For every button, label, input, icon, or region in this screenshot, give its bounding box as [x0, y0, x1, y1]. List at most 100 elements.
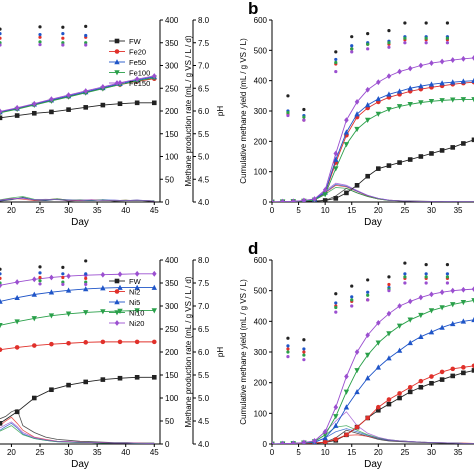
- panel-c: 20 25 30 35 40 45 Day 0 50 100 150 200 250 300 350 400 4…: [0, 256, 225, 470]
- y-tick-label: 500: [254, 46, 268, 55]
- ph-point-FW: [286, 94, 290, 98]
- x-tick-label: 45: [150, 206, 159, 215]
- x-tick-label: 30: [64, 206, 73, 215]
- ph-tick-label: 7.5: [198, 279, 210, 288]
- point-Fe150: [354, 99, 360, 105]
- point-Ni20: [365, 332, 370, 339]
- rate-tick-label: 0: [165, 198, 170, 207]
- rate-line-Ni2: [0, 416, 155, 444]
- point-Fe50: [333, 156, 339, 162]
- legend-marker: [114, 70, 120, 76]
- ph-point-Fe150: [302, 118, 306, 122]
- point-Fe100: [450, 97, 456, 103]
- panel-d: 0 5 10 15 20 25 30 35 Day 0 100 200 300 400 500 600 Cumu…: [239, 239, 474, 470]
- point-FW: [471, 368, 474, 373]
- rate-line-Ni5: [0, 422, 155, 444]
- ph-tick-label: 7.0: [198, 62, 210, 71]
- point-FW: [151, 375, 157, 380]
- point-Ni20: [100, 271, 106, 278]
- point-FW: [471, 137, 474, 143]
- ph-point-Fe150: [424, 41, 428, 45]
- ph-point-Ni5: [38, 271, 42, 275]
- ph-point-Ni10: [61, 280, 65, 284]
- point-Ni5: [31, 291, 37, 297]
- point-Ni20: [471, 286, 474, 293]
- panel-b: 0 5 10 15 20 25 30 35 Day 0 100 200 300 400 500 600 Cumu…: [239, 0, 474, 228]
- rate-tick-label: 200: [165, 348, 179, 357]
- point-FW: [83, 379, 89, 385]
- ph-point-FW: [445, 263, 450, 267]
- point-FW: [397, 395, 402, 401]
- point-Ni10: [407, 317, 413, 323]
- point-Ni2: [407, 384, 413, 390]
- point-FW: [100, 102, 106, 108]
- plot-area: [0, 24, 157, 202]
- point-Ni2: [322, 439, 328, 444]
- point-FW: [376, 407, 381, 413]
- point-Ni2: [354, 424, 360, 430]
- legend-marker: [114, 289, 120, 294]
- ph-point-Fe150: [286, 113, 290, 118]
- point-Ni10: [354, 368, 360, 374]
- point-Ni20: [49, 274, 54, 281]
- ph-point-Ni10: [84, 280, 88, 284]
- ph-point-Ni20: [0, 283, 2, 287]
- ph-point-Fe150: [0, 43, 2, 47]
- legend-marker: [114, 80, 120, 86]
- y-tick-label: 300: [254, 348, 268, 357]
- point-Fe150: [0, 108, 3, 115]
- x-tick-label: 35: [454, 206, 463, 215]
- point-Fe50: [450, 79, 456, 85]
- ph-point-Fe50: [0, 32, 2, 36]
- ph-point-Fe150: [350, 50, 354, 54]
- point-Fe150: [471, 55, 474, 61]
- ph-tick-label: 5.5: [198, 130, 210, 139]
- series-line-Ni2: [0, 341, 155, 351]
- ph-point-Fe100: [84, 41, 88, 45]
- ph-tick-label: 4.5: [198, 417, 210, 426]
- point-Ni10: [471, 298, 474, 304]
- point-Fe150: [450, 57, 456, 63]
- ph-tick-label: 7.0: [198, 302, 210, 311]
- ph-point-Ni2: [38, 275, 42, 280]
- ph-point-Ni10: [334, 305, 338, 310]
- point-FW: [100, 377, 106, 382]
- x-tick-label: 20: [374, 448, 383, 457]
- point-FW: [461, 141, 466, 146]
- point-Ni20: [429, 291, 434, 298]
- point-Ni5: [396, 347, 403, 353]
- point-FW: [461, 370, 466, 376]
- legend-label-FW: FW: [129, 37, 142, 46]
- legend-label-Ni20: Ni20: [129, 319, 144, 328]
- ph-tick-label: 6.5: [198, 325, 210, 334]
- x-tick-label: 0: [270, 206, 275, 215]
- point-Ni2: [365, 415, 370, 421]
- point-Fe150: [31, 100, 37, 107]
- ph-point-Ni20: [445, 281, 450, 285]
- ph-point-Fe20: [38, 35, 42, 39]
- legend-marker: [114, 38, 120, 44]
- ph-point-FW: [366, 278, 370, 282]
- point-Ni2: [461, 365, 466, 370]
- ph-point-Fe100: [61, 41, 65, 45]
- point-Ni10: [31, 316, 37, 322]
- x-tick-label: 40: [121, 448, 130, 457]
- y-tick-label: 0: [263, 440, 268, 449]
- ph-tick-label: 8.0: [198, 16, 210, 25]
- point-Fe100: [439, 98, 445, 104]
- rate-tick-label: 100: [165, 153, 179, 162]
- point-Ni2: [117, 339, 123, 345]
- ph-point-Ni5: [0, 272, 2, 276]
- ph-point-Ni20: [387, 289, 391, 293]
- point-FW: [31, 395, 37, 401]
- x-tick-label: 35: [93, 206, 102, 215]
- ph-point-Fe50: [350, 44, 354, 48]
- point-Ni20: [280, 440, 285, 444]
- ph-point-Fe100: [302, 115, 306, 119]
- point-Ni10: [333, 414, 339, 420]
- point-Ni20: [151, 270, 157, 277]
- point-Ni10: [343, 389, 350, 395]
- ph-point-Ni5: [302, 347, 306, 351]
- point-Ni2: [151, 339, 157, 345]
